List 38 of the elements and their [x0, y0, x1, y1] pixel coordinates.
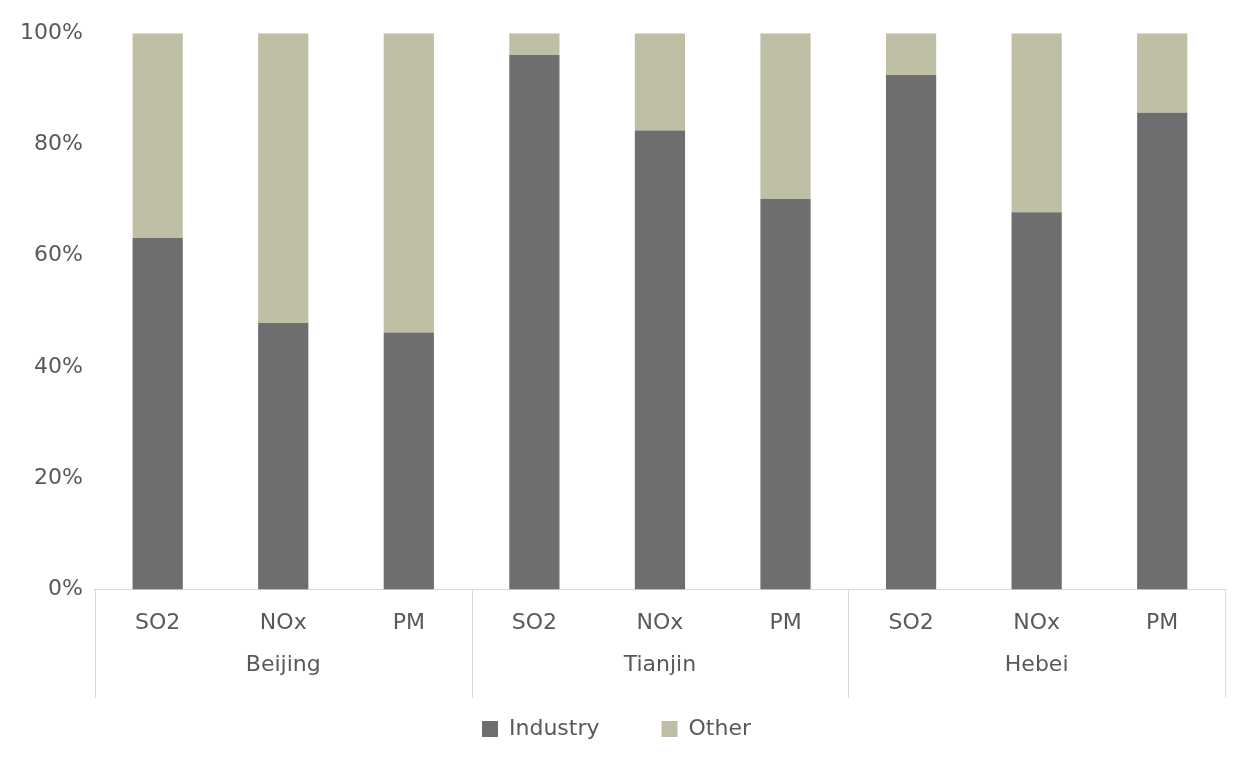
- bar: [258, 323, 309, 590]
- bar: [132, 237, 183, 590]
- x-tick-label: PM: [769, 608, 802, 634]
- bar: [1137, 33, 1188, 113]
- text: Tianjin: [622, 651, 697, 677]
- x-tick-label: NOx: [636, 608, 684, 634]
- bar: [509, 54, 560, 590]
- bar: [1011, 33, 1062, 213]
- y-tick-label: 20%: [33, 464, 83, 490]
- bar: [760, 199, 811, 590]
- y-tick-label: 60%: [33, 241, 83, 267]
- text: Beijing: [245, 651, 321, 677]
- y-tick-label: 80%: [33, 130, 83, 156]
- y-tick-label: 0%: [47, 575, 83, 601]
- text: Hebei: [1004, 651, 1069, 677]
- bar: [1137, 112, 1188, 590]
- bar: [509, 33, 560, 55]
- y-tick-label: 100%: [19, 18, 83, 44]
- bar: [760, 33, 811, 200]
- bar: [634, 130, 686, 590]
- bar: [383, 33, 434, 333]
- bar: [1011, 212, 1062, 590]
- bar: [885, 33, 937, 75]
- x-tick-label: NOx: [1013, 608, 1061, 634]
- legend-label: Other: [688, 714, 752, 740]
- y-tick-label: 40%: [33, 352, 83, 378]
- bar: [885, 74, 937, 590]
- x-tick-label: NOx: [259, 608, 307, 634]
- x-tick-label: SO2: [511, 608, 558, 634]
- bar: [634, 33, 686, 131]
- bar: [258, 33, 309, 324]
- x-tick-label: PM: [392, 608, 425, 634]
- x-tick-label: SO2: [135, 608, 181, 634]
- x-tick-label: SO2: [888, 608, 934, 634]
- bar: [132, 33, 183, 238]
- x-tick-label: PM: [1146, 608, 1179, 634]
- legend-label: Industry: [509, 714, 600, 740]
- bar: [383, 332, 434, 590]
